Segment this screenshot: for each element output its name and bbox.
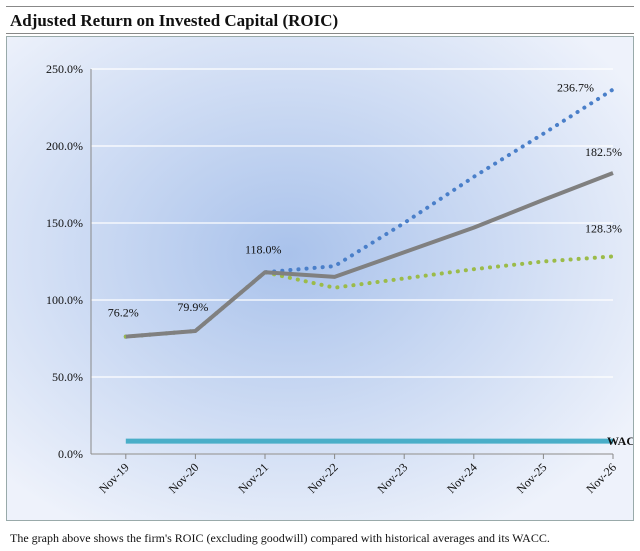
roic-line-chart: 76.2% 79.9% 118.0% 236.7% 182.5% 128.3% WACC, … [7,37,633,520]
data-label: 182.5% [585,145,622,159]
data-label: 128.3% [585,221,622,235]
chart-title: Adjusted Return on Invested Capital (ROI… [6,6,634,34]
y-tick-label: 250.0% [46,62,83,76]
data-label: 76.2% [108,306,139,320]
y-tick-label: 0.0% [58,447,83,461]
chart-background [7,37,633,520]
chart-caption: The graph above shows the firm's ROIC (e… [10,531,550,545]
series-line-1 [125,171,614,339]
data-labels: 76.2% 79.9% 118.0% 236.7% 182.5% 128.3% WACC, … [108,80,633,448]
wacc-label: WACC, 8.4% [607,434,633,448]
y-tick-label: 150.0% [46,216,83,230]
y-tick-label: 200.0% [46,139,83,153]
data-label: 118.0% [245,242,282,256]
y-tick-label: 50.0% [52,370,83,384]
series-line-2 [123,254,615,339]
chart-area: 76.2% 79.9% 118.0% 236.7% 182.5% 128.3% WACC, … [6,36,634,521]
data-label: 236.7% [557,80,594,94]
data-label: 79.9% [177,300,208,314]
series-lines [123,87,615,444]
y-tick-label: 100.0% [46,293,83,307]
